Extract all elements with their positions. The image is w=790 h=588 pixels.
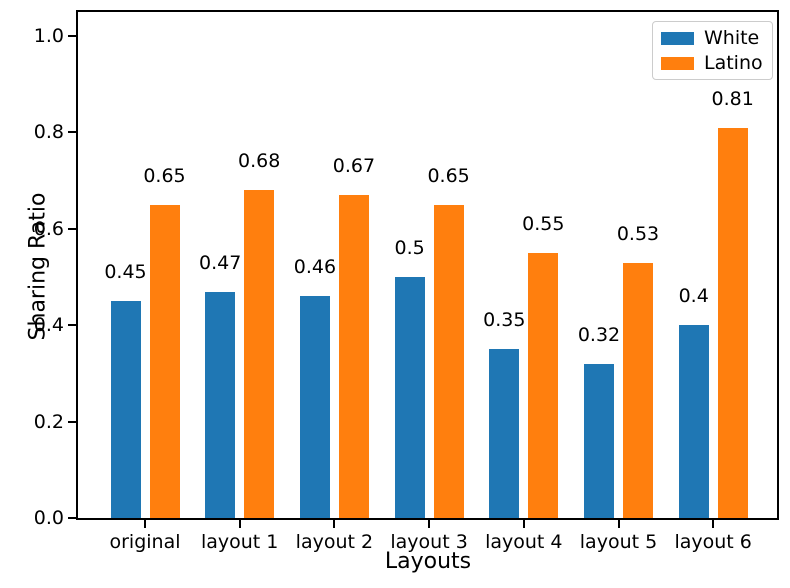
bar-latino — [433, 204, 464, 518]
x-tick — [428, 520, 431, 528]
bar-white — [205, 291, 236, 518]
y-tick-label: 0.8 — [33, 121, 64, 144]
x-tick-label-0: original — [109, 531, 181, 553]
bar-value-label: 0.35 — [483, 309, 526, 332]
legend-item-white: White — [661, 27, 764, 49]
y-tick — [68, 227, 76, 230]
legend-item-latino: Latino — [661, 52, 764, 74]
bar-latino — [244, 190, 275, 518]
y-tick — [68, 324, 76, 327]
x-tick-label-1: layout 1 — [200, 531, 279, 553]
x-tick-label-4: layout 4 — [485, 531, 563, 553]
legend-label-latino: Latino — [704, 52, 763, 74]
y-tick-label: 0.2 — [33, 410, 64, 433]
bar-value-label: 0.47 — [199, 251, 242, 274]
bar-value-label: 0.4 — [678, 285, 709, 308]
bar-white — [394, 277, 425, 518]
x-tick-label-6: layout 6 — [674, 531, 752, 553]
y-tick — [68, 420, 76, 423]
bar-latino — [623, 262, 653, 518]
x-tick — [522, 520, 525, 528]
bar-value-label: 0.81 — [711, 87, 754, 110]
x-axis-label: Layouts — [384, 549, 472, 574]
x-tick — [144, 520, 146, 528]
bar-white — [584, 363, 614, 518]
bar-value-label: 0.32 — [577, 323, 621, 346]
bar-value-label: 0.5 — [394, 237, 425, 260]
bar-value-label: 0.65 — [427, 164, 470, 187]
y-tick — [68, 131, 76, 134]
y-tick-label: 0.0 — [33, 507, 64, 529]
bar-value-label: 0.55 — [522, 212, 565, 235]
x-tick — [617, 520, 620, 528]
y-tick — [68, 35, 76, 38]
legend-label-white: White — [704, 27, 760, 49]
bar-white — [110, 301, 141, 518]
x-tick — [333, 520, 336, 528]
x-tick-label-5: layout 5 — [579, 531, 658, 553]
x-tick — [238, 520, 241, 528]
plot-area: 0.0 0.2 0.4 0.6 0.8 1.0 original 0.45 0.65 layout… — [34, 12, 777, 553]
bar-white — [489, 349, 520, 518]
bar-value-label: 0.65 — [143, 164, 186, 187]
legend-swatch-white — [661, 31, 694, 45]
bar-value-label: 0.45 — [104, 261, 147, 284]
bar-white — [678, 325, 709, 518]
bar-latino — [528, 252, 559, 518]
bar-value-label: 0.68 — [238, 150, 281, 173]
bar-value-label: 0.46 — [293, 256, 337, 279]
y-tick-label: 1.0 — [33, 25, 64, 48]
x-tick — [712, 520, 715, 528]
legend: White Latino — [652, 21, 773, 80]
bar-white — [299, 296, 330, 518]
x-tick-label-2: layout 2 — [295, 531, 374, 553]
legend-swatch-latino — [661, 56, 694, 70]
bar-latino — [338, 195, 369, 518]
bar-latino — [149, 204, 180, 518]
x-tick-label-3: layout 3 — [390, 531, 468, 553]
bar-value-label: 0.53 — [616, 222, 660, 245]
bar-latino — [717, 127, 748, 518]
plot-frame — [76, 10, 779, 520]
y-tick-label: 0.6 — [33, 217, 64, 240]
bar-value-label: 0.67 — [332, 155, 376, 178]
y-tick-label: 0.4 — [33, 314, 64, 337]
y-tick — [68, 517, 76, 519]
